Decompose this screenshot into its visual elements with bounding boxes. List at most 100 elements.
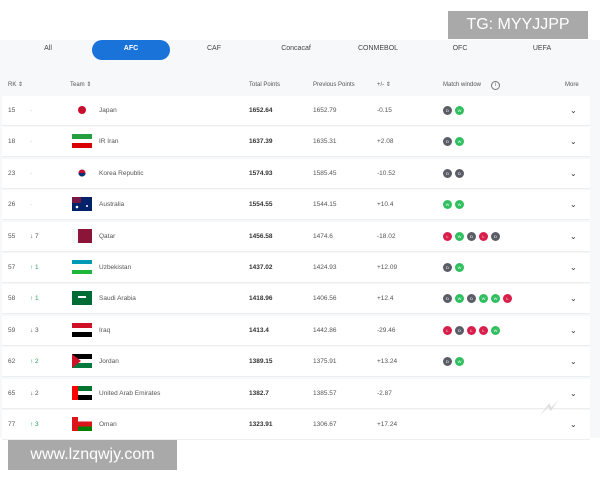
result-win-badge: W [455,200,464,210]
chevron-down-icon[interactable]: ⌄ [570,137,577,147]
total-points: 1413.4 [249,326,269,334]
table-row[interactable]: 57 ↑ 1 Uzbekistan 1437.02 1424.93 +12.09… [2,253,590,283]
result-win-badge: W [455,137,464,147]
flag-iraq-icon [72,322,92,337]
flag-oman-icon [72,417,92,431]
rank-change: - [30,138,33,146]
rank-change: ↑ 2 [30,358,39,366]
total-points: 1637.39 [249,138,273,146]
total-points: 1574.93 [249,169,273,177]
rank: 23 [8,169,16,177]
team-name[interactable]: Oman [99,421,117,428]
team-name[interactable]: IR Iran [99,138,119,146]
team-name[interactable]: Uzbekistan [99,264,132,271]
result-loss-badge: L [503,294,512,304]
tab-afc[interactable]: AFC [92,40,170,60]
chevron-down-icon[interactable]: ⌄ [570,168,577,178]
result-draw-badge: D [455,168,464,178]
chevron-down-icon[interactable]: ⌄ [570,294,577,304]
result-win-badge: W [455,231,464,241]
rank-change: ↓ 2 [30,389,39,397]
tab-conmebol[interactable]: CONMEBOL [357,45,399,52]
result-loss-badge: L [467,325,476,335]
rank: 57 [8,264,16,271]
previous-points: 1375.91 [313,358,337,366]
rank-change: ↓ 7 [30,232,39,240]
team-name[interactable]: United Arab Emirates [99,389,161,397]
previous-points: 1635.31 [313,138,337,146]
chevron-down-icon[interactable]: ⌄ [570,231,577,241]
points-diff: +17.24 [377,421,398,428]
team-name[interactable]: Jordan [99,358,119,366]
watermark-url: www.lznqwjy.com [8,440,177,470]
points-diff: +10.4 [377,201,394,209]
table-row[interactable]: 58 ↑ 1 Saudi Arabia 1418.96 1406.56 +12.… [2,284,590,315]
tab-ofc[interactable]: OFC [452,45,468,52]
points-diff: -10.52 [377,169,396,177]
team-name[interactable]: Korea Republic [99,169,144,177]
rank-change: - [30,107,33,114]
points-diff: +13.24 [377,358,398,366]
total-points: 1456.58 [249,232,273,240]
result-win-badge: W [491,294,500,304]
previous-points: 1385.57 [313,389,337,397]
tab-caf[interactable]: CAF [207,45,221,52]
tab-uefa[interactable]: UEFA [532,45,552,52]
result-win-badge: W [455,106,464,115]
points-diff: -29.46 [377,326,396,334]
chevron-down-icon[interactable]: ⌄ [570,200,577,210]
chevron-down-icon[interactable]: ⌄ [570,357,577,367]
team-name[interactable]: Japan [99,107,117,114]
rank: 58 [8,295,16,303]
team-name[interactable]: Australia [99,201,125,209]
header-rk[interactable]: RK ⇕ [8,82,24,88]
confederation-tabs: All AFC CAF Concacaf CONMEBOL OFC UEFA [0,40,600,60]
result-draw-badge: D [491,231,500,241]
header-previous-points: Previous Points [313,82,355,88]
rank-change: ↑ 1 [30,264,39,271]
total-points: 1389.15 [249,358,273,366]
total-points: 1418.96 [249,295,273,303]
result-win-badge: W [455,294,464,304]
team-name[interactable]: Saudi Arabia [99,295,136,303]
info-icon[interactable]: i [491,81,500,90]
chevron-down-icon[interactable]: ⌄ [570,420,577,429]
rank: 15 [8,107,16,114]
table-row[interactable]: 65 ↓ 2 United Arab Emirates 1382.7 1385.… [2,378,590,409]
rank-change: - [30,169,33,177]
header-team[interactable]: Team ⇕ [70,82,92,88]
previous-points: 1544.15 [313,201,337,209]
tab-concacaf[interactable]: Concacaf [281,45,311,52]
table-row[interactable]: 77 ↑ 3 Oman 1323.91 1306.67 +17.24 ⌄ [2,410,590,440]
ranking-panel: All AFC CAF Concacaf CONMEBOL OFC UEFA RK ⇕ Te… [0,40,600,440]
team-name[interactable]: Iraq [99,326,111,334]
tab-all[interactable]: All [44,45,52,52]
watermark-tg: TG: MYYJJPP [448,11,588,39]
chevron-down-icon[interactable]: ⌄ [570,106,577,115]
result-win-badge: W [455,357,464,367]
flag-uzbekistan-icon [72,260,92,274]
table-row[interactable]: 23 - Korea Republic 1574.93 1585.45 -10.… [2,158,590,189]
total-points: 1382.7 [249,389,269,397]
rank: 59 [8,326,16,334]
result-win-badge: W [479,294,488,304]
flag-korea-icon [72,165,92,180]
flag-iran-icon [72,134,92,149]
chevron-down-icon[interactable]: ⌄ [570,388,577,398]
result-loss-badge: L [443,325,452,335]
team-name[interactable]: Qatar [99,232,116,240]
header-match-window: Match window [443,82,482,88]
previous-points: 1652.79 [313,107,337,114]
chevron-down-icon[interactable]: ⌄ [570,263,577,272]
flag-australia-icon [72,197,92,212]
header-diff[interactable]: +/- ⇕ [377,82,391,88]
chevron-down-icon[interactable]: ⌄ [570,325,577,335]
